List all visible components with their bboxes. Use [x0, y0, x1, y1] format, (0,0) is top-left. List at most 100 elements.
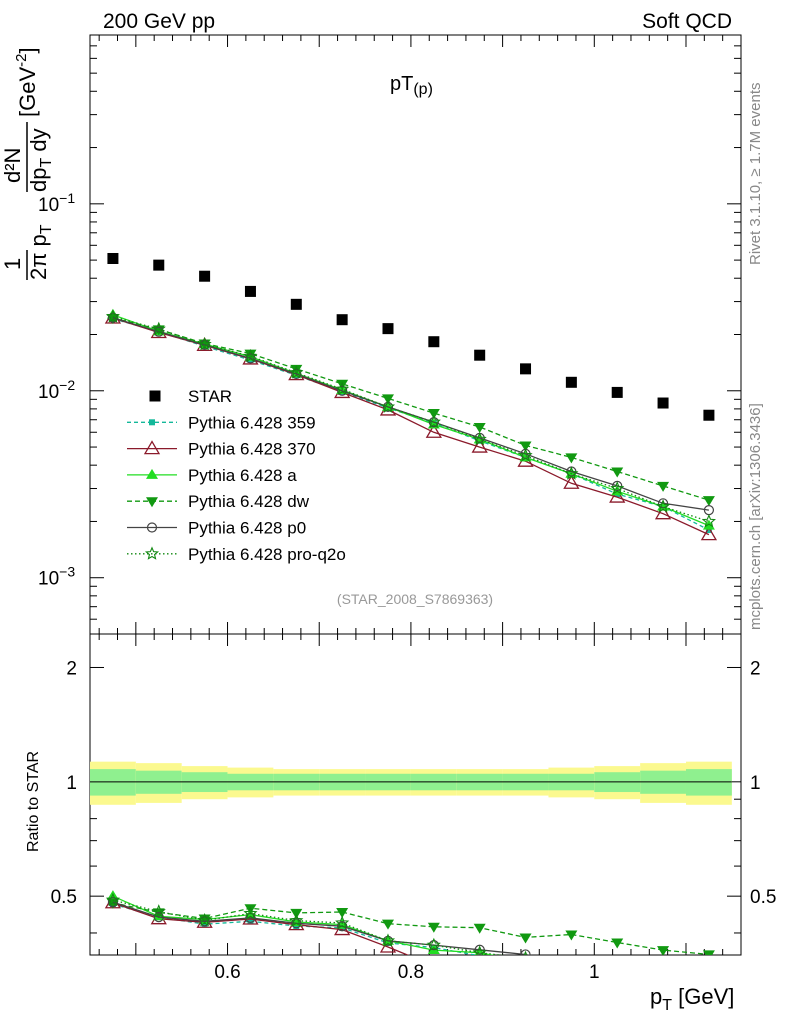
- legend-label-a: Pythia 6.428 a: [188, 466, 297, 485]
- x-tick-label: 0.6: [214, 962, 240, 983]
- y-tick-label-ratio-right: 1: [750, 773, 761, 794]
- legend-marker-370: [143, 440, 161, 455]
- series-line-359: [112, 318, 710, 531]
- legend-entry-359: Pythia 6.428 359: [127, 413, 316, 432]
- ratio-point-proq2o: [612, 971, 623, 982]
- series-point-proq2o: [105, 309, 120, 323]
- y-label-one: 1: [0, 258, 25, 270]
- series-point-proq2o: [151, 321, 166, 336]
- y-tick-label-ratio-left: 2: [66, 658, 77, 679]
- series-point-proq2o: [335, 381, 350, 396]
- ratio-point-proq2o: [289, 913, 304, 927]
- series-point-370: [471, 438, 488, 453]
- main-panel: 10−110−210−3: [38, 34, 742, 635]
- series-point-p0: [153, 326, 164, 337]
- series-point-p0: [657, 498, 669, 509]
- y-tick-label-exp: −2: [59, 377, 75, 393]
- ratio-point-proq2o: [566, 962, 577, 973]
- ratio-point-p0: [382, 935, 394, 946]
- ratio-point-dw: [244, 904, 257, 915]
- header-right: Soft QCD: [642, 10, 732, 33]
- series-point-proq2o: [518, 448, 533, 462]
- ratio-point-dw: [702, 950, 715, 955]
- ratio-point-dw: [336, 908, 349, 919]
- legend: STAR Pythia 6.428 359 Pythia 6.428 370 Pyth…: [127, 387, 346, 564]
- x-label-main: p: [650, 984, 662, 1009]
- y-label-den-tail: dy: [26, 128, 51, 157]
- ratio-point-dw: [657, 946, 670, 955]
- ratio-point-dw: [198, 914, 211, 925]
- y-tick-label-main: 10−2: [38, 377, 75, 403]
- series-line-proq2o: [112, 316, 710, 523]
- ratio-point-a: [611, 977, 623, 987]
- ratio-point-proq2o: [151, 904, 166, 918]
- y-label-2pi-sub: T: [38, 224, 55, 234]
- series-point-370: [609, 488, 626, 503]
- legend-entry-STAR: STAR: [149, 387, 232, 406]
- legend-marker-star: [149, 390, 161, 402]
- ratio-band-inner: [90, 769, 136, 796]
- legend-label-p0: Pythia 6.428 p0: [188, 519, 306, 538]
- legend-marker-359: [149, 419, 155, 426]
- series-point-p0: [428, 416, 439, 428]
- ratio-bands: [90, 761, 732, 805]
- ratio-point-dw: [611, 938, 624, 949]
- ratio-point-359: [568, 965, 574, 971]
- series-point-dw: [244, 349, 257, 360]
- y-label-unit-close: ]: [15, 47, 40, 53]
- data-point-star: [703, 409, 715, 421]
- plot-title-main: pT: [390, 73, 413, 95]
- ratio-point-p0: [704, 970, 713, 979]
- x-tick-label: 1: [589, 962, 600, 983]
- ratio-point-proq2o: [426, 937, 441, 952]
- ratio-axis-label: Ratio to STAR: [25, 751, 42, 852]
- data-point-star: [565, 376, 577, 388]
- main-plot-area: [104, 252, 718, 541]
- legend-entry-dw: Pythia 6.428 dw: [127, 492, 310, 511]
- data-point-star: [428, 336, 440, 348]
- header-left: 200 GeV pp: [103, 10, 215, 33]
- ratio-point-dw: [565, 930, 578, 941]
- plot-title: pT(p): [390, 73, 433, 98]
- series-point-dw: [519, 441, 532, 452]
- legend-marker-proq2o: [144, 546, 160, 560]
- analysis-id: (STAR_2008_S7869363): [337, 591, 493, 607]
- ratio-point-p0: [428, 940, 439, 951]
- y-tick-label-base: 10: [38, 382, 59, 403]
- legend-marker-p0: [146, 522, 158, 533]
- series-point-proq2o: [472, 431, 487, 446]
- ratio-band-inner: [685, 769, 732, 796]
- ratio-point-370: [564, 980, 578, 992]
- series-point-proq2o: [243, 348, 258, 363]
- ratio-point-p0: [567, 959, 576, 968]
- ratio-point-proq2o: [105, 892, 120, 907]
- ratio-point-dw: [473, 923, 486, 934]
- y-label-2pi-text: 2π p: [26, 234, 51, 280]
- ratio-point-a: [520, 956, 532, 966]
- ratio-point-370: [610, 987, 624, 999]
- ratio-line-dw: [112, 902, 709, 955]
- series-point-proq2o: [380, 399, 396, 413]
- y-axis-label: 1 2π pT d²N dpT dy [GeV-2]: [0, 47, 55, 280]
- series-point-p0: [382, 401, 394, 412]
- y-tick-label-ratio-left: 0.5: [51, 887, 77, 908]
- data-point-star: [153, 259, 165, 271]
- ratio-point-359: [614, 985, 620, 991]
- series-point-p0: [199, 339, 210, 350]
- ratio-point-proq2o: [243, 906, 258, 920]
- series-point-dw: [381, 394, 394, 405]
- y-label-num: d²N: [0, 148, 25, 183]
- legend-label-STAR: STAR: [188, 387, 232, 406]
- data-point-star: [611, 386, 623, 398]
- series-point-proq2o: [610, 481, 625, 495]
- series-point-370: [654, 505, 672, 520]
- ratio-point-p0: [199, 916, 210, 927]
- ratio-point-proq2o: [197, 912, 212, 927]
- series-point-dw: [657, 481, 670, 492]
- data-point-star: [336, 314, 348, 326]
- series-point-proq2o: [289, 365, 304, 379]
- ratio-point-p0: [153, 911, 164, 923]
- series-point-proq2o: [655, 499, 671, 513]
- ratio-point-370: [519, 962, 533, 974]
- y-tick-label-main: 10−1: [38, 190, 75, 216]
